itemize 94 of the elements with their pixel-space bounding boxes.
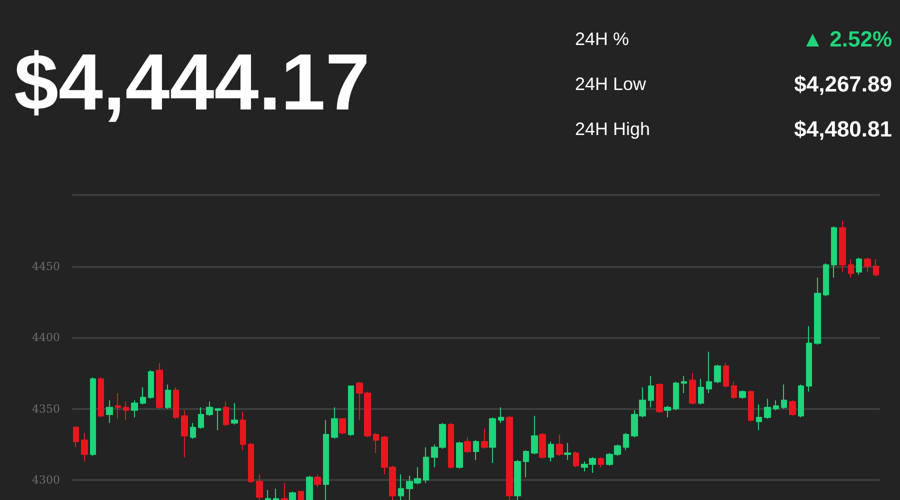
candlestick bbox=[548, 441, 554, 462]
candlestick bbox=[873, 258, 879, 277]
candlestick bbox=[473, 440, 479, 461]
candlestick bbox=[248, 442, 254, 484]
candlestick bbox=[698, 378, 704, 406]
candlestick bbox=[156, 362, 163, 410]
candlestick bbox=[706, 351, 712, 394]
candlestick bbox=[573, 451, 579, 468]
candlestick bbox=[523, 450, 529, 478]
candlestick bbox=[656, 382, 663, 414]
candlestick bbox=[598, 456, 604, 468]
candlestick bbox=[798, 384, 804, 418]
chart-subtitle: $4,444.17 bbox=[14, 38, 370, 126]
candlestick bbox=[773, 400, 779, 411]
candlestick bbox=[514, 460, 521, 500]
candlestick bbox=[664, 405, 671, 418]
candlestick bbox=[190, 422, 196, 440]
candlestick bbox=[98, 376, 104, 418]
candlestick bbox=[764, 398, 771, 420]
y-tick-label: 4300 bbox=[32, 474, 60, 487]
candlestick bbox=[789, 400, 796, 416]
candlestick bbox=[423, 446, 429, 484]
candlestick bbox=[323, 420, 329, 500]
candlestick bbox=[256, 474, 263, 500]
candlestick bbox=[206, 401, 213, 416]
candlestick bbox=[731, 381, 737, 400]
candlestick bbox=[489, 416, 496, 464]
candlestick bbox=[289, 490, 296, 500]
candlestick bbox=[756, 404, 762, 431]
candlestick bbox=[498, 406, 504, 424]
candlestick bbox=[748, 390, 754, 422]
candlestick bbox=[181, 410, 188, 458]
text: $4,480.81 bbox=[794, 116, 892, 142]
candlestick bbox=[115, 392, 121, 420]
y-tick-label: 4450 bbox=[32, 260, 60, 273]
candlestick bbox=[481, 428, 488, 450]
candlestick bbox=[556, 434, 563, 456]
candlestick bbox=[831, 226, 837, 278]
candlestick bbox=[140, 386, 146, 406]
candlestick bbox=[314, 474, 321, 488]
text: ▲ 2.52% bbox=[802, 26, 892, 52]
candlestick bbox=[714, 364, 721, 384]
candlestick bbox=[806, 326, 812, 392]
candlestick bbox=[273, 488, 279, 500]
candlestick bbox=[106, 400, 113, 424]
candlestick bbox=[456, 441, 463, 470]
candlestick bbox=[123, 401, 129, 421]
candlestick bbox=[681, 376, 687, 394]
candlestick bbox=[739, 390, 746, 400]
candlestick bbox=[506, 415, 513, 500]
y-tick-label: 4400 bbox=[32, 331, 60, 344]
candlestick bbox=[348, 385, 354, 436]
candlestick bbox=[81, 432, 88, 462]
candlestick bbox=[839, 220, 846, 272]
candlestick bbox=[281, 482, 288, 500]
candlestick bbox=[864, 257, 871, 272]
y-tick-label: 4350 bbox=[32, 402, 60, 416]
candlestick bbox=[131, 400, 138, 418]
candlestick bbox=[781, 384, 787, 410]
candlestick bbox=[148, 370, 154, 400]
text: 24H Low bbox=[575, 74, 648, 94]
candlestick bbox=[448, 422, 454, 470]
candlestick bbox=[398, 474, 404, 500]
candlestick bbox=[331, 406, 338, 440]
candlestick bbox=[298, 490, 304, 500]
candlestick bbox=[215, 408, 221, 431]
candlestick bbox=[90, 376, 96, 456]
candlestick bbox=[564, 442, 571, 461]
candlestick bbox=[623, 432, 629, 451]
candlestick bbox=[306, 475, 313, 500]
candlestick bbox=[689, 372, 696, 406]
candlestick bbox=[539, 432, 546, 460]
candlestick bbox=[73, 425, 79, 448]
text: 24H High bbox=[575, 119, 650, 139]
candlestick bbox=[373, 432, 379, 454]
candlestick bbox=[814, 277, 821, 346]
candlestick bbox=[173, 386, 179, 420]
candlestick bbox=[673, 381, 679, 411]
candlestick bbox=[848, 258, 854, 278]
candlestick bbox=[198, 406, 204, 430]
candlestick bbox=[223, 401, 229, 426]
candlestick bbox=[265, 490, 271, 500]
candlestick bbox=[231, 402, 238, 425]
candlestick bbox=[856, 257, 862, 276]
candlestick bbox=[823, 262, 829, 297]
candlestick bbox=[723, 362, 729, 388]
text: 24H % bbox=[575, 29, 630, 49]
candlestick bbox=[165, 384, 171, 410]
text: $4,267.89 bbox=[794, 72, 892, 96]
candlestick bbox=[648, 376, 654, 408]
candlestick bbox=[240, 411, 246, 451]
candlestick bbox=[339, 418, 346, 435]
candlestick bbox=[464, 436, 471, 454]
candlestick bbox=[531, 415, 538, 455]
